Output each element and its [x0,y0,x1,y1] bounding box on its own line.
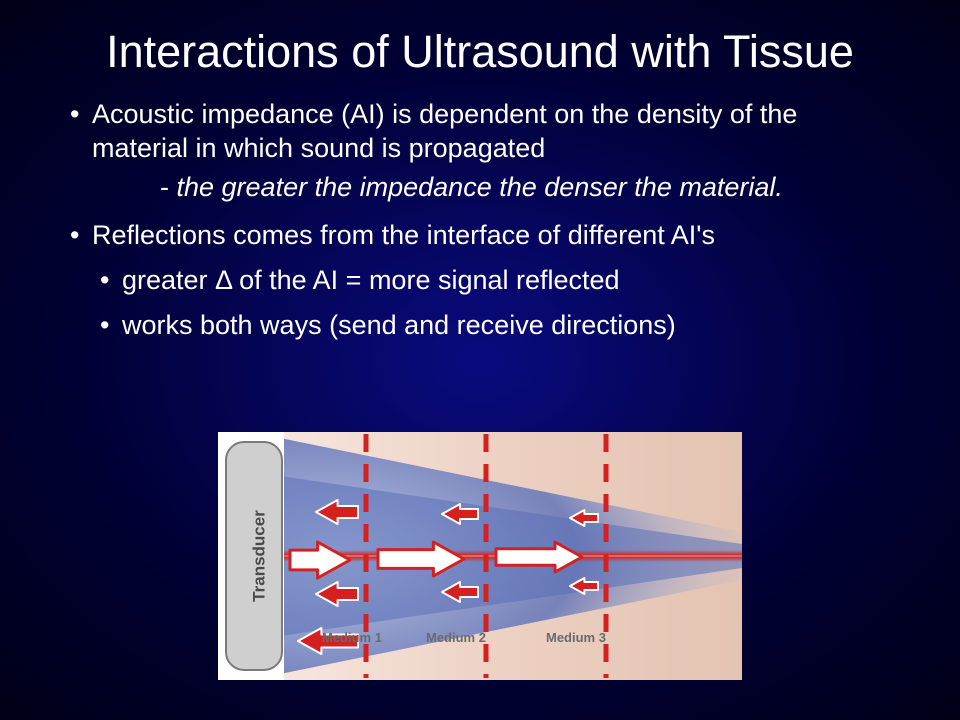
bullet-1-sub: the greater the impedance the denser the… [70,171,900,205]
bullet-list: Acoustic impedance (AI) is dependent on … [0,78,960,343]
svg-text:Medium 1: Medium 1 [322,630,382,645]
svg-text:Medium 2: Medium 2 [426,630,486,645]
page-title: Interactions of Ultrasound with Tissue [0,0,960,78]
ultrasound-diagram: Transducer Medium 1 Medium 2 Medium 3 [218,432,742,680]
bullet-2a: greater Δ of the AI = more signal reflec… [70,263,900,298]
svg-text:Medium 3: Medium 3 [546,630,606,645]
bullet-2b: works both ways (send and receive direct… [70,308,900,343]
svg-text:Transducer: Transducer [249,510,268,602]
bullet-1: Acoustic impedance (AI) is dependent on … [70,98,900,166]
bullet-2: Reflections comes from the interface of … [70,219,900,253]
